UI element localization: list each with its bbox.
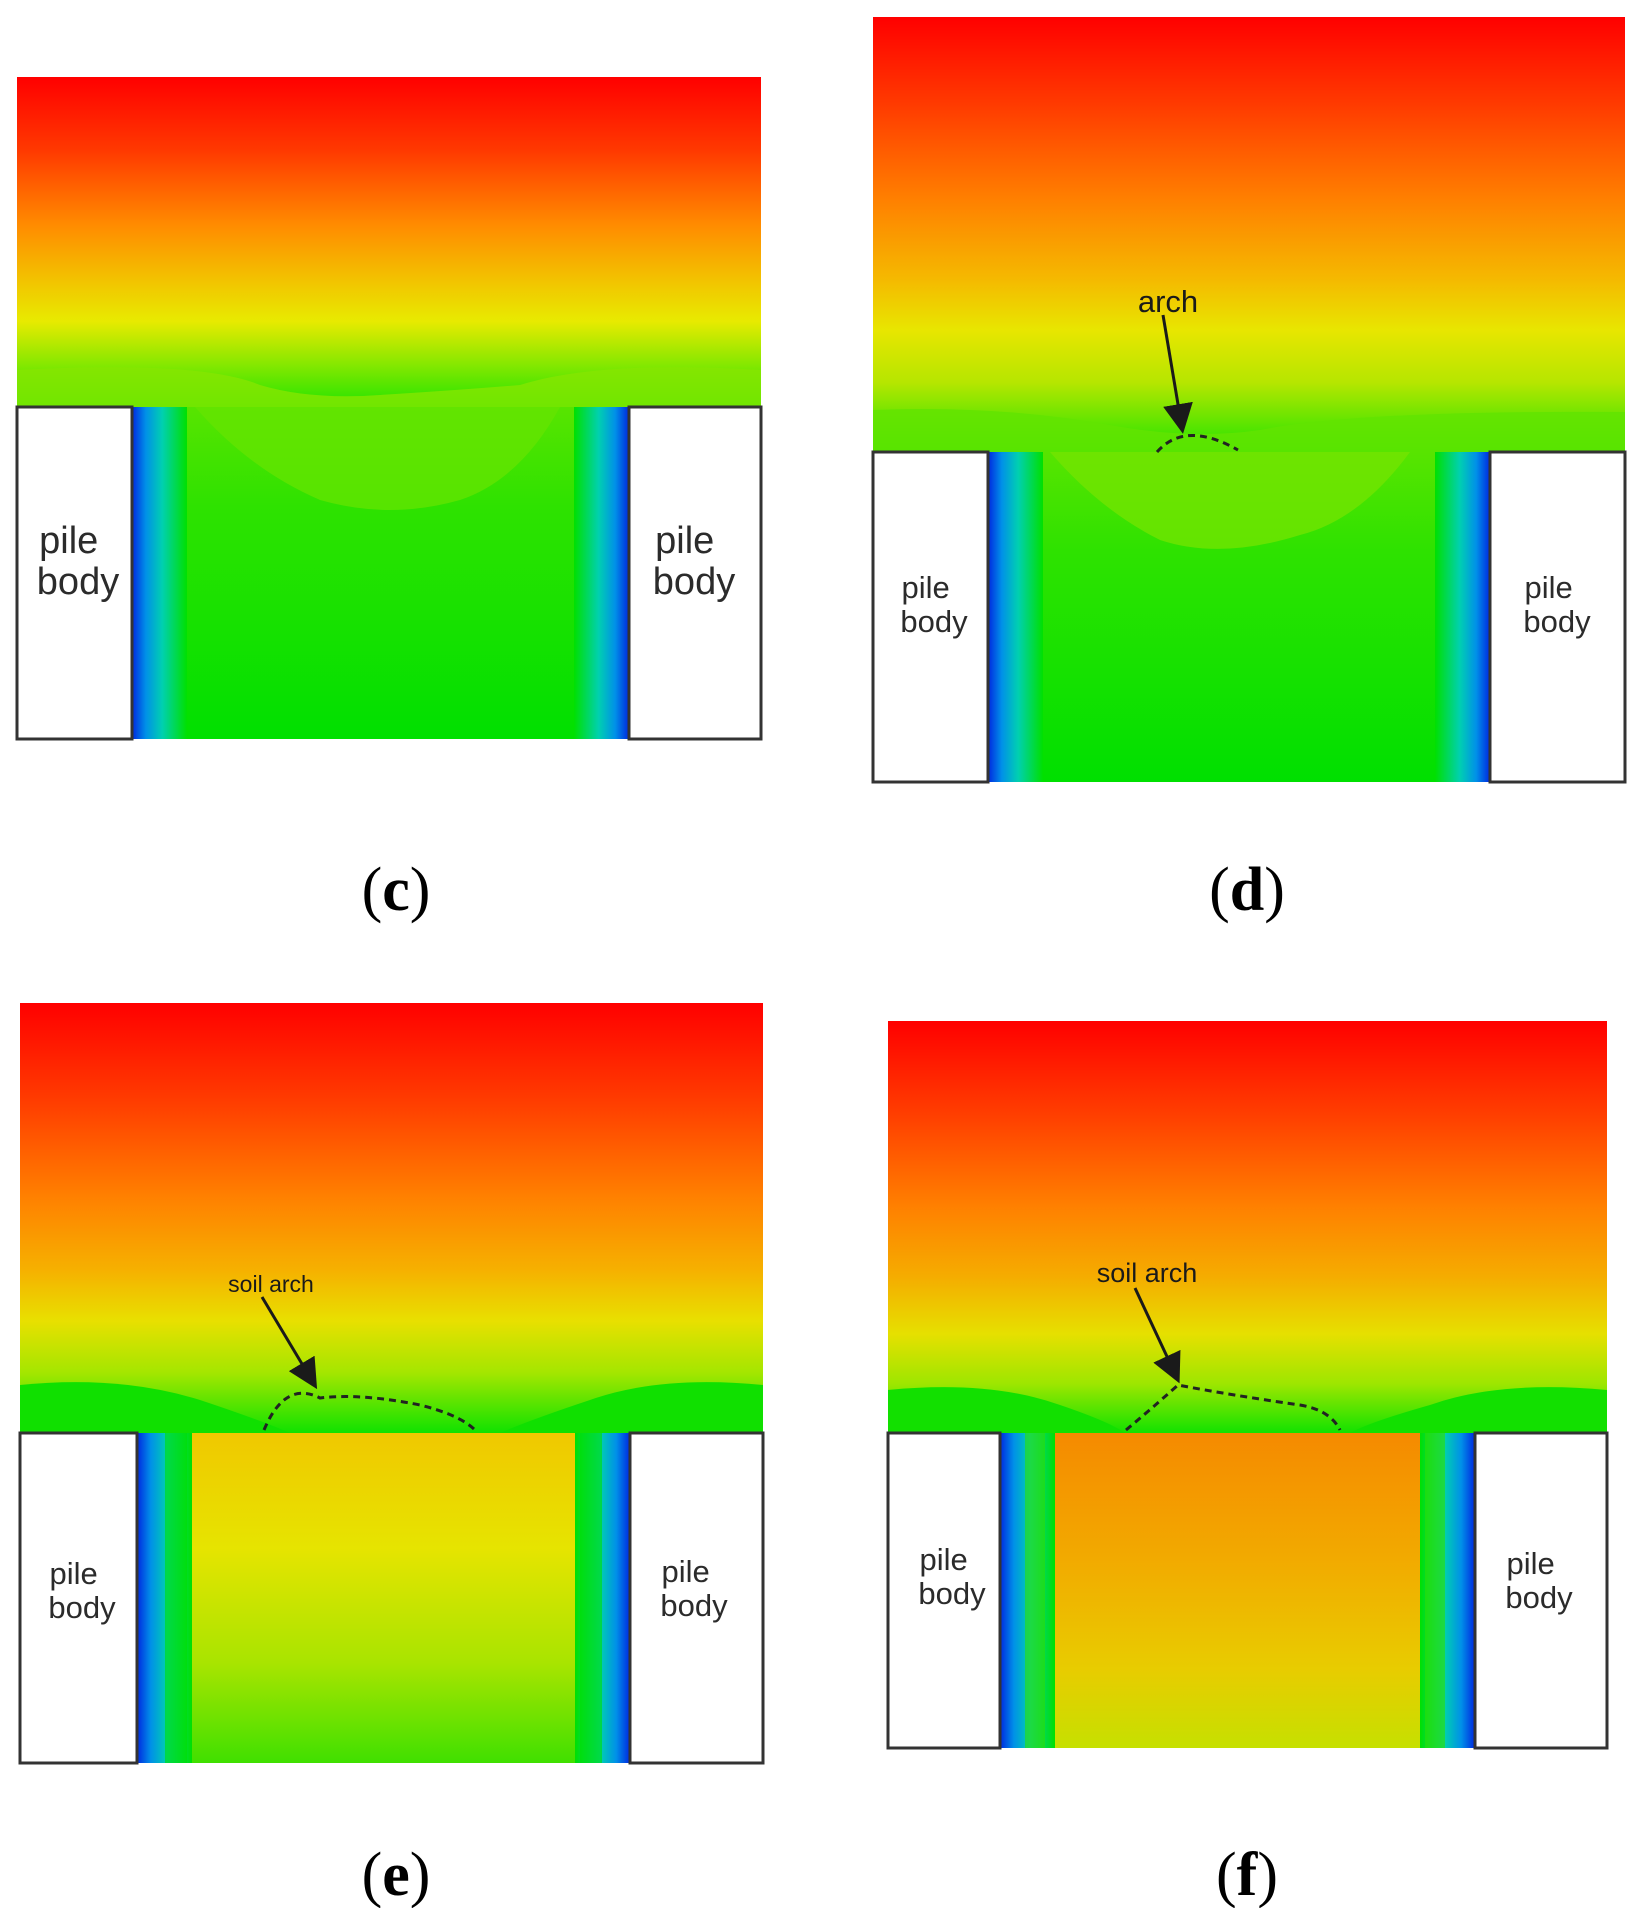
right-side-band [1435, 452, 1490, 782]
left-pile-label: pile body [900, 570, 968, 639]
upper-soil-contours [17, 77, 761, 407]
panel-e: pile body pile body soil arch (e) [18, 1003, 765, 1908]
upper-soil-contours [873, 17, 1625, 452]
right-pile-label: pile body [1505, 1546, 1573, 1615]
panel-caption: (d) [1209, 856, 1285, 924]
left-pile-body [15, 405, 134, 741]
panel-f: pile body pile body soil arch (f) [886, 1021, 1609, 1908]
soil-arch-annotation: soil arch [228, 1271, 314, 1297]
soil-arch-dashed-curve [262, 1391, 477, 1432]
panel-c: pile body pile body (c) [15, 77, 763, 924]
green-boundary-band [20, 1382, 290, 1433]
upper-soil-contours [20, 1003, 763, 1433]
green-boundary-band [500, 1382, 763, 1433]
right-pile-label: pile body [1523, 570, 1591, 639]
left-side-band [132, 407, 187, 739]
lower-contour-bowl [195, 407, 560, 510]
upper-soil-contours [888, 1021, 1607, 1433]
soil-arch-dashed-curve [1125, 1383, 1342, 1432]
lower-soil [1000, 1433, 1475, 1748]
lower-contour-bowl [1050, 452, 1410, 549]
panel-caption: (c) [362, 856, 431, 924]
soil-arch-pointer-arrow [260, 1296, 318, 1390]
right-pile-label: pile body [660, 1554, 728, 1623]
left-pile-label: pile body [48, 1556, 116, 1625]
lower-soil [137, 1433, 630, 1763]
arch-dashed-curve [1155, 434, 1239, 454]
left-pile-label: pile body [918, 1542, 986, 1611]
left-pile-body [871, 450, 990, 784]
soil-arch-annotation: soil arch [1097, 1258, 1198, 1288]
left-green-gap [1025, 1433, 1045, 1748]
right-side-band [574, 407, 629, 739]
green-boundary-band [873, 409, 1625, 452]
right-pile-body [627, 405, 763, 741]
right-pile-label: pile body [653, 520, 735, 603]
arch-pointer-arrow [1161, 314, 1193, 434]
left-pile-body [18, 1431, 139, 1765]
right-pile-body [628, 1431, 765, 1765]
green-boundary-band [17, 367, 761, 407]
left-green-gap [165, 1433, 187, 1763]
right-pile-body [1473, 1431, 1609, 1750]
green-boundary-band [888, 1387, 1125, 1433]
panel-caption: (e) [362, 1841, 431, 1908]
green-boundary-band [1350, 1387, 1607, 1433]
soil-arch-pointer-arrow [1133, 1287, 1181, 1384]
panel-d: pile body pile body arch (d) [871, 17, 1627, 924]
left-pile-label: pile body [37, 520, 119, 603]
panel-caption: (f) [1216, 1841, 1278, 1908]
left-pile-body [886, 1431, 1002, 1750]
right-green-gap [1425, 1433, 1445, 1748]
left-side-band [988, 452, 1043, 782]
right-pile-body [1488, 450, 1627, 784]
right-green-gap [580, 1433, 602, 1763]
arch-annotation: arch [1138, 284, 1198, 319]
